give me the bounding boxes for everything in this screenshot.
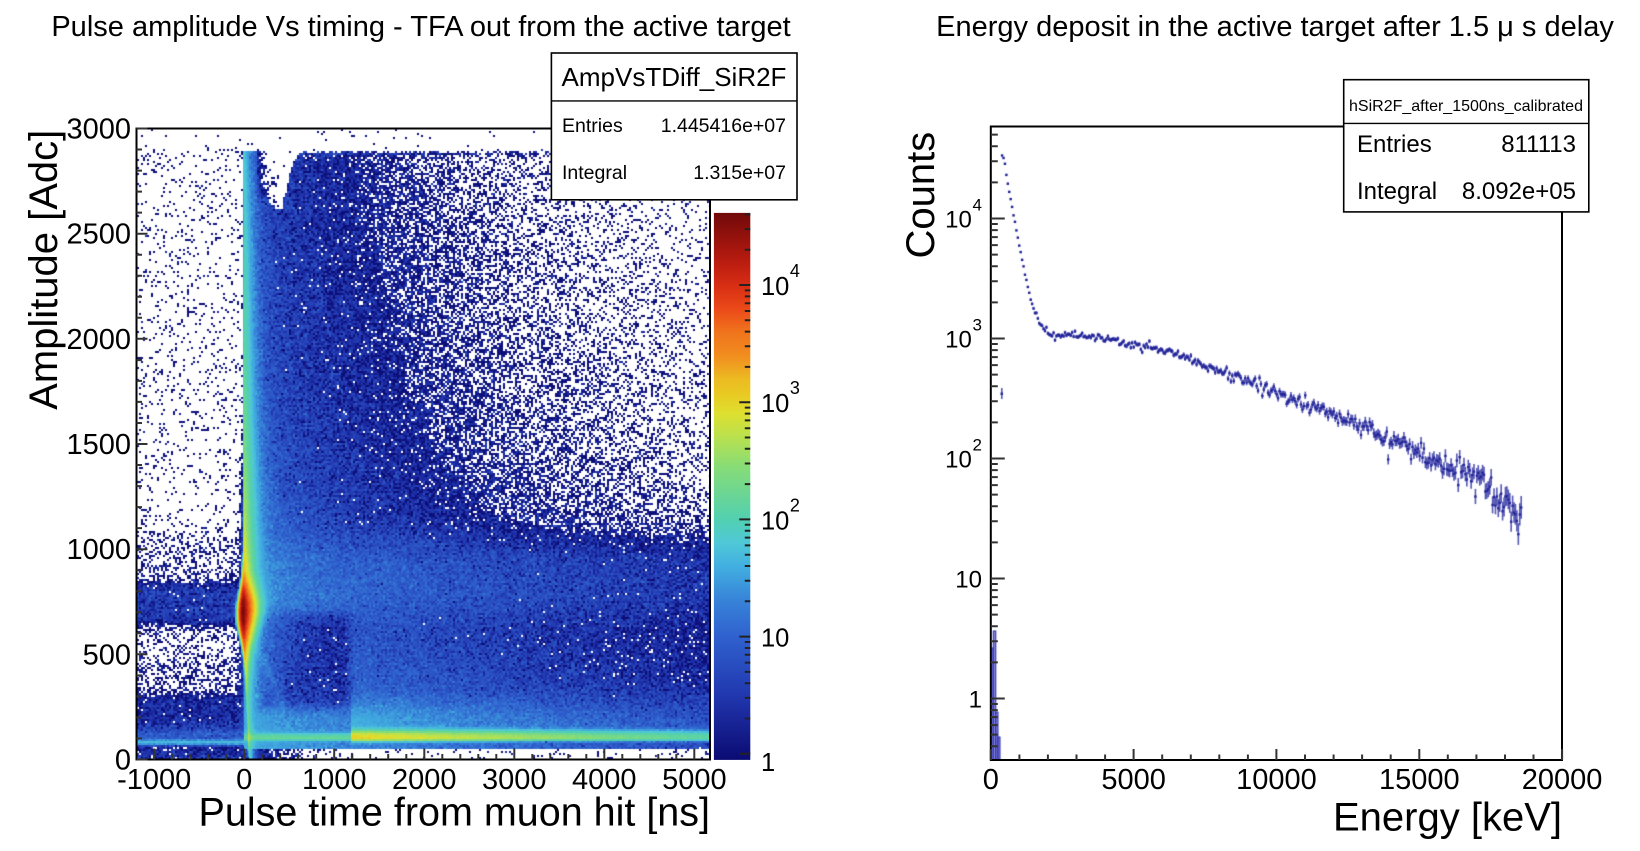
svg-text:10: 10	[945, 327, 972, 354]
svg-text:1: 1	[761, 749, 775, 777]
svg-text:5000: 5000	[662, 764, 727, 796]
svg-text:10: 10	[945, 447, 972, 474]
svg-text:Integral: Integral	[1357, 178, 1444, 205]
svg-text:3000: 3000	[482, 764, 547, 796]
svg-text:15000: 15000	[1379, 764, 1460, 796]
svg-text:2000: 2000	[392, 764, 457, 796]
svg-text:hSiR2F_after_1500ns_calibrated: hSiR2F_after_1500ns_calibrated	[1349, 98, 1583, 115]
svg-text:10: 10	[761, 390, 789, 418]
svg-text:3000: 3000	[66, 114, 131, 146]
svg-text:10: 10	[761, 625, 789, 653]
svg-text:8.092e+05: 8.092e+05	[1462, 178, 1576, 205]
svg-text:10: 10	[761, 507, 789, 535]
svg-text:20000: 20000	[1522, 764, 1603, 796]
svg-text:Entries: Entries	[1357, 131, 1438, 158]
svg-text:Entries: Entries	[562, 115, 628, 137]
svg-text:3: 3	[973, 315, 982, 334]
svg-text:0: 0	[236, 764, 252, 796]
svg-text:4: 4	[790, 261, 800, 281]
svg-text:4000: 4000	[572, 764, 637, 796]
svg-text:4: 4	[973, 195, 982, 214]
svg-text:Amplitude [Adc]: Amplitude [Adc]	[22, 130, 66, 410]
svg-text:10: 10	[955, 567, 982, 594]
svg-text:Integral: Integral	[562, 162, 632, 184]
svg-text:1000: 1000	[66, 534, 131, 566]
svg-text:2000: 2000	[66, 324, 131, 356]
svg-text:10: 10	[761, 273, 789, 301]
svg-text:1000: 1000	[302, 764, 367, 796]
svg-text:0: 0	[983, 764, 999, 796]
svg-text:3: 3	[790, 378, 800, 398]
svg-text:1.445416e+07: 1.445416e+07	[661, 115, 786, 137]
svg-text:10000: 10000	[1236, 764, 1317, 796]
svg-text:500: 500	[83, 639, 131, 671]
svg-text:-1000: -1000	[117, 764, 191, 796]
svg-text:Pulse amplitude Vs timing - TF: Pulse amplitude Vs timing - TFA out from…	[51, 11, 790, 43]
svg-text:5000: 5000	[1101, 764, 1166, 796]
svg-text:2: 2	[790, 495, 800, 515]
svg-text:1: 1	[969, 687, 982, 714]
svg-text:2500: 2500	[66, 219, 131, 251]
svg-text:Counts: Counts	[899, 132, 943, 259]
svg-text:0: 0	[115, 745, 131, 777]
svg-text:811113: 811113	[1501, 131, 1576, 158]
svg-text:Pulse time from muon hit [ns]: Pulse time from muon hit [ns]	[199, 791, 711, 835]
svg-text:Energy deposit in the active t: Energy deposit in the active target afte…	[936, 11, 1614, 43]
svg-text:1500: 1500	[66, 429, 131, 461]
svg-text:1.315e+07: 1.315e+07	[688, 162, 786, 184]
svg-text:Energy [keV]: Energy [keV]	[1333, 796, 1562, 840]
svg-text:10: 10	[945, 207, 972, 234]
svg-text:AmpVsTDiff_SiR2F: AmpVsTDiff_SiR2F	[562, 62, 787, 92]
svg-text:2: 2	[973, 435, 982, 454]
